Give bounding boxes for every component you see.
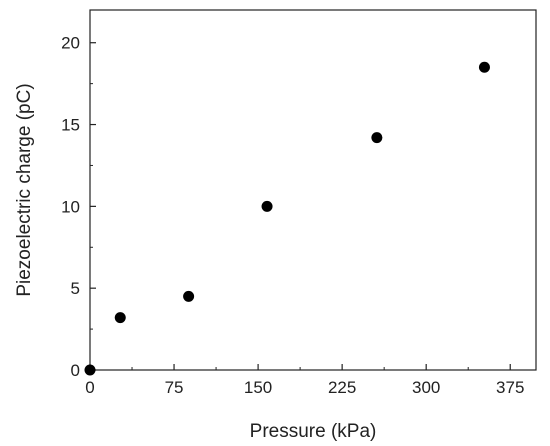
data-point [261, 200, 273, 212]
data-point [183, 290, 195, 302]
data-point [478, 61, 490, 73]
plot-frame [89, 9, 537, 371]
axis-ticks: 0 75 150 225 300 375 0 5 10 15 20 [61, 34, 524, 397]
x-tick-label: 375 [496, 378, 524, 397]
y-axis-title: Piezoelectric charge (pC) [14, 83, 35, 296]
x-tick-label: 225 [328, 378, 356, 397]
data-point [84, 364, 96, 376]
y-tick-label: 10 [61, 197, 80, 216]
x-tick-label: 300 [412, 378, 440, 397]
data-points [84, 61, 490, 376]
data-point [371, 132, 383, 144]
x-axis-title: Pressure (kPa) [250, 421, 377, 442]
x-tick-label: 75 [165, 378, 184, 397]
x-tick-label: 0 [85, 378, 94, 397]
y-tick-label: 0 [71, 361, 80, 380]
data-point [114, 312, 126, 324]
y-tick-label: 20 [61, 34, 80, 53]
y-tick-label: 15 [61, 116, 80, 135]
x-tick-label: 150 [244, 378, 272, 397]
y-tick-label: 5 [71, 279, 80, 298]
